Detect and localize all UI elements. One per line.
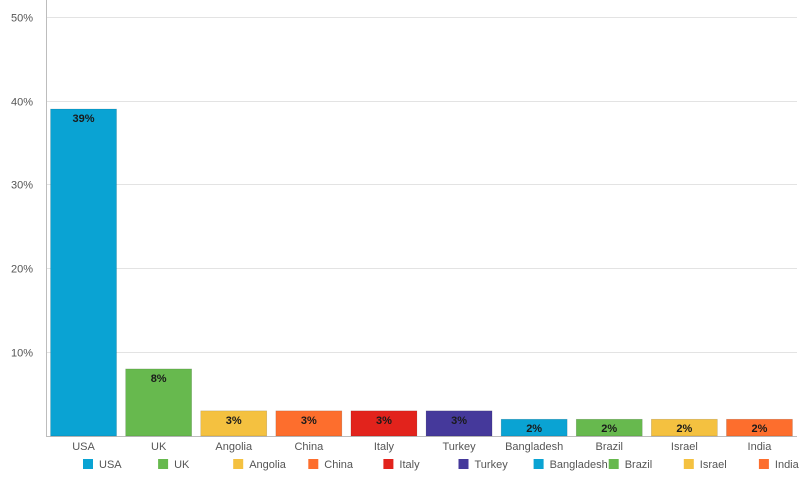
x-tick-label: Israel — [671, 441, 698, 453]
x-tick-label: China — [294, 441, 324, 453]
x-tick-label: Angolia — [215, 441, 253, 453]
x-tick-label: USA — [72, 441, 95, 453]
bar-india — [726, 418, 793, 437]
y-tick-label: 50% — [11, 13, 33, 25]
bar-italy — [350, 410, 418, 437]
legend-item-label: USA — [99, 459, 122, 471]
legend-swatch — [383, 459, 394, 469]
legend-item-label: UK — [174, 459, 190, 471]
legend-swatch — [683, 459, 694, 469]
x-tick-label: Bangladesh — [505, 441, 563, 453]
legend-swatch — [758, 459, 769, 469]
bar-usa — [50, 108, 117, 437]
legend-swatch — [83, 459, 93, 469]
bar-angolia — [200, 410, 268, 437]
data-label: 3% — [376, 415, 392, 427]
x-tick-label: India — [748, 441, 773, 453]
legend-item-label: Israel — [700, 459, 727, 471]
legend-item-label: India — [775, 459, 800, 471]
bar-brazil — [575, 418, 643, 437]
data-label: 39% — [73, 113, 95, 125]
legend-swatch — [608, 459, 619, 469]
y-tick-label: 20% — [11, 264, 33, 276]
legend-swatch — [158, 459, 169, 469]
x-tick-label: Brazil — [595, 441, 623, 453]
data-label: 3% — [301, 415, 317, 427]
legend-item-label: Brazil — [625, 459, 653, 471]
bar-bangladesh — [500, 418, 568, 437]
data-label: 2% — [526, 423, 542, 435]
bar-uk — [125, 368, 192, 437]
legend-item-label: China — [324, 459, 354, 471]
legend-item-label: Bangladesh — [550, 459, 608, 471]
y-tick-label: 10% — [11, 348, 33, 360]
legend-swatch — [458, 459, 469, 469]
data-label: 8% — [151, 373, 167, 385]
bar-china — [275, 410, 343, 437]
data-label: 2% — [601, 423, 617, 435]
legend-swatch — [308, 459, 319, 469]
legend-swatch — [233, 459, 244, 469]
y-tick-label: 30% — [11, 180, 33, 192]
legend-item-label: Angolia — [249, 459, 287, 471]
x-tick-label: Italy — [374, 441, 395, 453]
y-tick-label: 40% — [11, 97, 33, 109]
legend-swatch — [533, 459, 544, 469]
legend-item-label: Turkey — [475, 459, 509, 471]
x-tick-label: UK — [151, 441, 167, 453]
data-label: 2% — [676, 423, 692, 435]
data-label: 3% — [451, 415, 467, 427]
bar-israel — [651, 418, 718, 437]
data-label: 2% — [751, 423, 767, 435]
legend-item-label: Italy — [399, 459, 420, 471]
x-tick-label: Turkey — [442, 441, 476, 453]
data-label: 3% — [226, 415, 242, 427]
bar-turkey — [425, 410, 493, 437]
